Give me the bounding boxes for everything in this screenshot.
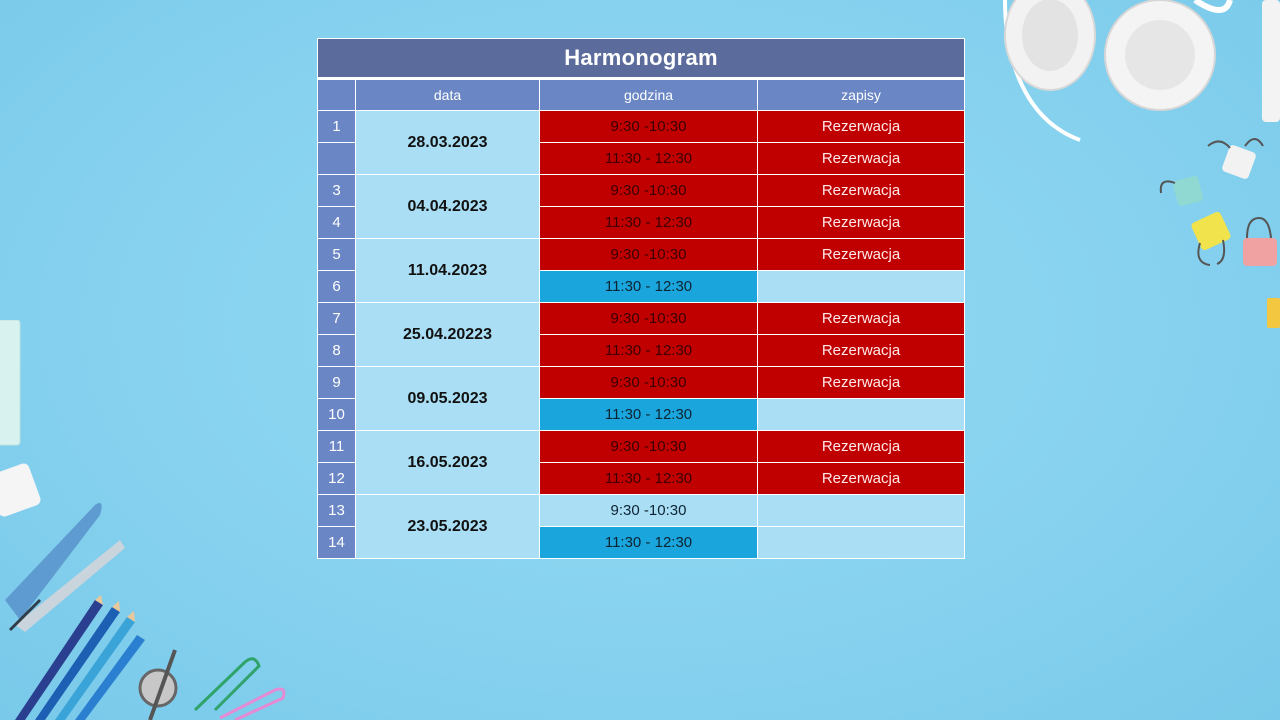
table-row: 4 11:30 - 12:30 Rezerwacja xyxy=(317,206,966,239)
row-number: 4 xyxy=(317,206,356,239)
signup-cell[interactable]: Rezerwacja xyxy=(756,110,966,143)
time-slot-label: 9:30 -10:30 xyxy=(610,118,687,135)
table-title: Harmonogram xyxy=(316,38,966,80)
signup-cell[interactable] xyxy=(756,526,966,559)
paperclips-icon xyxy=(193,657,286,720)
time-slot-cell[interactable]: 11:30 - 12:30 xyxy=(539,334,758,367)
signup-cell[interactable]: Rezerwacja xyxy=(756,430,966,463)
signup-cell[interactable]: Rezerwacja xyxy=(756,142,966,175)
pencils-icon xyxy=(15,595,145,720)
row-number: 11 xyxy=(317,430,356,463)
schedule-table: Harmonogram data godzina zapisy 1 28.03.2… xyxy=(316,38,966,559)
compass-icon xyxy=(138,649,178,720)
row-number: 5 xyxy=(317,238,356,271)
time-slot-label: 11:30 - 12:30 xyxy=(604,406,693,423)
time-slot-label: 9:30 -10:30 xyxy=(610,182,687,199)
row-number: 10 xyxy=(317,398,356,431)
table-row: 8 11:30 - 12:30 Rezerwacja xyxy=(317,334,966,367)
time-slot-cell[interactable]: 11:30 - 12:30 xyxy=(539,206,758,239)
date-cell: 04.04.2023 xyxy=(355,174,540,239)
notepad-icon xyxy=(0,320,21,446)
time-slot-label: 9:30 -10:30 xyxy=(610,438,687,455)
table-row: 11:30 - 12:30 Rezerwacja xyxy=(317,142,966,175)
row-number: 1 xyxy=(317,110,356,143)
time-slot-cell[interactable]: 9:30 -10:30 xyxy=(539,494,758,527)
table-row: 9 09.05.2023 9:30 -10:30 Rezerwacja xyxy=(317,366,966,431)
row-number: 6 xyxy=(317,270,356,303)
signup-cell[interactable]: Rezerwacja xyxy=(756,302,966,335)
time-slot-cell[interactable]: 9:30 -10:30 xyxy=(539,430,758,463)
time-slot-cell[interactable]: 11:30 - 12:30 xyxy=(539,398,758,431)
time-slot-label: 9:30 -10:30 xyxy=(610,374,687,391)
time-slot-cell[interactable]: 9:30 -10:30 xyxy=(539,174,758,207)
eraser-icon xyxy=(0,463,41,517)
row-number: 8 xyxy=(317,334,356,367)
time-slot-cell[interactable]: 9:30 -10:30 xyxy=(539,366,758,399)
signup-cell[interactable] xyxy=(756,494,966,527)
time-slot-label: 9:30 -10:30 xyxy=(610,502,687,519)
time-slot-label: 9:30 -10:30 xyxy=(610,246,687,263)
table-row: 5 11.04.2023 9:30 -10:30 Rezerwacja xyxy=(317,238,966,303)
time-slot-label: 11:30 - 12:30 xyxy=(604,214,693,231)
date-cell: 25.04.20223 xyxy=(355,302,540,367)
signup-cell[interactable]: Rezerwacja xyxy=(756,174,966,207)
time-slot-cell[interactable]: 11:30 - 12:30 xyxy=(539,526,758,559)
time-slot-cell[interactable]: 11:30 - 12:30 xyxy=(539,142,758,175)
signup-cell[interactable] xyxy=(756,398,966,431)
time-slot-cell[interactable]: 9:30 -10:30 xyxy=(539,302,758,335)
table-row: 14 11:30 - 12:30 xyxy=(317,526,966,559)
time-slot-label: 11:30 - 12:30 xyxy=(604,150,693,167)
time-slot-label: 11:30 - 12:30 xyxy=(604,534,693,551)
signup-cell[interactable]: Rezerwacja xyxy=(756,238,966,271)
row-number xyxy=(317,142,356,175)
table-row: 11 16.05.2023 9:30 -10:30 Rezerwacja xyxy=(317,430,966,495)
headphones-icon xyxy=(1003,0,1233,142)
row-number: 9 xyxy=(317,366,356,399)
signup-cell[interactable]: Rezerwacja xyxy=(756,334,966,367)
table-row: 6 11:30 - 12:30 xyxy=(317,270,966,303)
table-row: 10 11:30 - 12:30 xyxy=(317,398,966,431)
time-slot-cell[interactable]: 9:30 -10:30 xyxy=(539,238,758,271)
column-header-signup: zapisy xyxy=(756,78,966,111)
table-row: 3 04.04.2023 9:30 -10:30 Rezerwacja xyxy=(317,174,966,239)
time-slot-label: 9:30 -10:30 xyxy=(610,310,687,327)
time-slot-label: 11:30 - 12:30 xyxy=(604,470,693,487)
stapler-icon xyxy=(5,502,125,632)
signup-cell[interactable]: Rezerwacja xyxy=(756,366,966,399)
column-header-date: data xyxy=(355,78,540,111)
row-number: 3 xyxy=(317,174,356,207)
time-slot-cell[interactable]: 11:30 - 12:30 xyxy=(539,462,758,495)
date-cell: 16.05.2023 xyxy=(355,430,540,495)
table-row: 7 25.04.20223 9:30 -10:30 Rezerwacja xyxy=(317,302,966,367)
signup-cell[interactable]: Rezerwacja xyxy=(756,462,966,495)
table-row: 13 23.05.2023 9:30 -10:30 xyxy=(317,494,966,559)
date-cell: 11.04.2023 xyxy=(355,238,540,303)
binder-clips-icon xyxy=(1159,138,1280,328)
date-cell: 23.05.2023 xyxy=(355,494,540,559)
row-number: 13 xyxy=(317,494,356,527)
date-cell: 28.03.2023 xyxy=(355,110,540,175)
row-number: 14 xyxy=(317,526,356,559)
time-slot-cell[interactable]: 9:30 -10:30 xyxy=(539,110,758,143)
signup-cell[interactable]: Rezerwacja xyxy=(756,206,966,239)
time-slot-cell[interactable]: 11:30 - 12:30 xyxy=(539,270,758,303)
column-header-time: godzina xyxy=(539,78,758,111)
date-cell: 09.05.2023 xyxy=(355,366,540,431)
time-slot-label: 11:30 - 12:30 xyxy=(604,342,693,359)
keyboard-edge xyxy=(1262,0,1280,122)
row-number: 7 xyxy=(317,302,356,335)
signup-cell[interactable] xyxy=(756,270,966,303)
time-slot-label: 11:30 - 12:30 xyxy=(604,278,693,295)
table-row: 1 28.03.2023 9:30 -10:30 Rezerwacja xyxy=(317,110,966,175)
column-header-number xyxy=(317,78,356,111)
row-number: 12 xyxy=(317,462,356,495)
